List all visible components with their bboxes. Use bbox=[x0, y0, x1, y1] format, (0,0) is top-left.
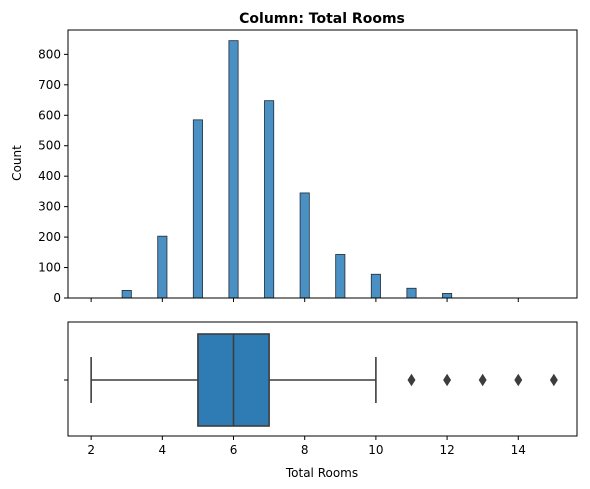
x-tick-label: 8 bbox=[301, 443, 309, 457]
x-tick-label: 10 bbox=[368, 443, 383, 457]
x-tick-label: 6 bbox=[230, 443, 238, 457]
x-tick-label: 12 bbox=[439, 443, 454, 457]
histogram-bar bbox=[406, 287, 417, 299]
histogram-bar bbox=[264, 100, 275, 299]
histogram-bar bbox=[299, 192, 310, 299]
histogram-bar bbox=[157, 235, 168, 299]
histogram-bar bbox=[442, 293, 453, 299]
x-tick-label: 14 bbox=[511, 443, 526, 457]
y-tick-label: 400 bbox=[38, 169, 61, 183]
y-tick-label: 200 bbox=[38, 230, 61, 244]
boxplot-marks bbox=[90, 333, 558, 427]
histogram-ticks: 0 100 200 300 400 500 600 700 800 bbox=[38, 47, 519, 305]
outlier-point bbox=[549, 373, 558, 387]
histogram-bar bbox=[335, 254, 346, 299]
y-axis-label: Count bbox=[10, 145, 24, 181]
y-tick-label: 300 bbox=[38, 200, 61, 214]
histogram-bars bbox=[121, 40, 453, 299]
y-tick-label: 500 bbox=[38, 139, 61, 153]
boxplot-panel: 2 4 6 8 10 12 14 bbox=[64, 321, 578, 457]
chart-title: Column: Total Rooms bbox=[239, 11, 405, 27]
y-tick-label: 800 bbox=[38, 47, 61, 61]
x-tick-label: 4 bbox=[159, 443, 167, 457]
outlier-point bbox=[478, 373, 487, 387]
histogram-bar bbox=[228, 40, 239, 299]
boxplot-axes-frame bbox=[67, 321, 578, 437]
histogram-bar bbox=[370, 273, 381, 299]
outlier-point bbox=[514, 373, 523, 387]
histogram-bar bbox=[192, 119, 203, 299]
boxplot-ticks: 2 4 6 8 10 12 14 bbox=[64, 379, 526, 457]
histogram-panel: 0 100 200 300 400 500 600 700 800 bbox=[38, 29, 578, 305]
y-tick-label: 600 bbox=[38, 108, 61, 122]
histogram-bar bbox=[121, 289, 132, 299]
y-tick-label: 0 bbox=[53, 291, 61, 305]
outlier-point bbox=[443, 373, 452, 387]
y-tick-label: 100 bbox=[38, 261, 61, 275]
x-tick-label: 2 bbox=[87, 443, 95, 457]
y-tick-label: 700 bbox=[38, 78, 61, 92]
histogram-axes-frame bbox=[67, 29, 578, 299]
outlier-point bbox=[407, 373, 416, 387]
x-axis-label: Total Rooms bbox=[285, 466, 358, 480]
